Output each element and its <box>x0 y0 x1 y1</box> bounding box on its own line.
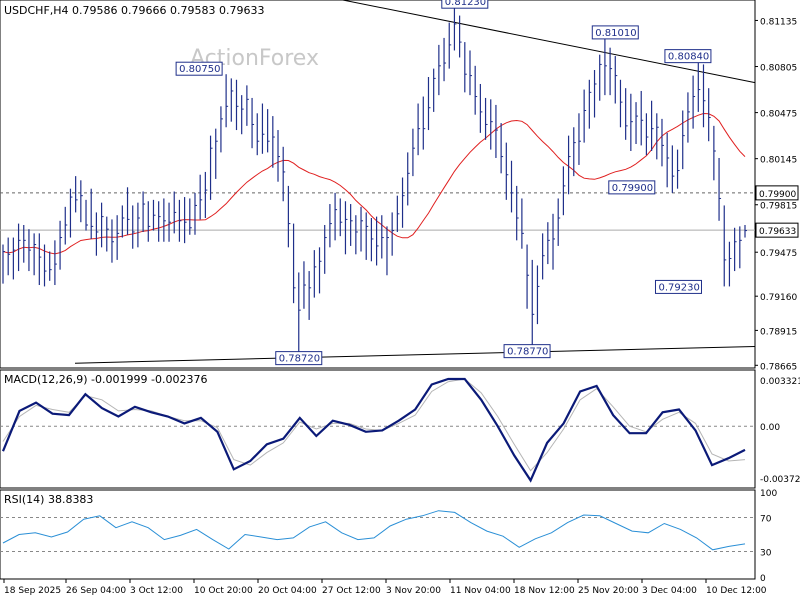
macd-panel-frame <box>0 369 756 489</box>
rsi-panel: RSI(14) 38.8383 100 70 30 0 <box>0 489 777 584</box>
price-tick-label: 0.80145 <box>760 156 797 166</box>
time-tick-label: 3 Nov 20:00 <box>386 586 441 596</box>
rsi-tick-label: 100 <box>760 489 777 499</box>
price-annotation-label: 0.80840 <box>668 52 709 63</box>
lower-trendline <box>74 345 756 364</box>
price-annotation-box <box>664 49 712 64</box>
price-tick-label: 0.78915 <box>760 327 797 337</box>
price-tick-label: 0.81135 <box>760 17 797 27</box>
current-price-tag-text: 0.79633 <box>759 227 796 237</box>
time-tick-label: 3 Dec 04:00 <box>642 586 697 596</box>
price-annotation-label: 0.79900 <box>612 183 653 194</box>
price-panel: USDCHF,H4 0.79586 0.79666 0.79583 0.7963… <box>0 0 799 372</box>
price-annotation-label: 0.78770 <box>507 347 548 358</box>
macd-lines <box>1 377 746 483</box>
time-axis: 18 Sep 2025 26 Sep 04:00 3 Oct 12:00 10 Oct… <box>3 579 767 596</box>
price-annotation-box <box>591 25 639 40</box>
current-price-tag <box>755 222 799 238</box>
macd-panel: MACD(12,26,9) -0.001999 -0.002376 0.0033… <box>0 369 800 489</box>
rsi-panel-frame <box>0 489 756 580</box>
time-tick-label: 11 Nov 04:00 <box>450 586 511 596</box>
price-annotation-box <box>608 180 656 195</box>
price-annotation-box <box>503 344 551 359</box>
price-panel-title: USDCHF,H4 0.79586 0.79666 0.79583 0.7963… <box>4 4 265 17</box>
price-annotation-label: 0.81010 <box>595 28 636 39</box>
price-tick-label: 0.79475 <box>760 249 797 259</box>
time-tick-label: 18 Sep 2025 <box>4 586 61 596</box>
rsi-tick-label: 70 <box>760 515 772 525</box>
price-annotation-box <box>441 0 489 9</box>
price-annotation-label: 0.81230 <box>445 0 486 8</box>
macd-panel-title: MACD(12,26,9) -0.001999 -0.002376 <box>4 373 207 386</box>
price-tick-label: 0.79815 <box>760 202 797 212</box>
rsi-axis: 100 70 30 0 <box>760 489 777 584</box>
price-tick-label: 0.80475 <box>760 110 797 120</box>
price-annotation-box <box>175 61 223 76</box>
upper-trendline <box>340 0 756 84</box>
price-annotations: 0.80750 0.78720 0.81230 0.78770 0.81010 0.808… <box>175 0 712 366</box>
price-axis: 0.81135 0.80805 0.80475 0.80145 0.79815 0.794… <box>755 17 799 372</box>
rsi-panel-title: RSI(14) 38.8383 <box>4 493 93 506</box>
price-annotation-box <box>654 279 702 294</box>
rsi-value-line <box>2 510 746 551</box>
trendlines <box>74 0 756 364</box>
rsi-line <box>2 510 746 551</box>
time-tick-label: 20 Oct 04:00 <box>258 586 317 596</box>
time-tick-label: 27 Oct 12:00 <box>322 586 381 596</box>
moving-average-line <box>2 112 746 255</box>
price-tick-label: 0.78665 <box>760 362 797 372</box>
time-tick-label: 3 Oct 12:00 <box>130 586 183 596</box>
macd-tick-label: -0.003723 <box>760 475 800 485</box>
time-tick-label: 10 Oct 20:00 <box>194 586 253 596</box>
time-tick-label: 26 Sep 04:00 <box>66 586 126 596</box>
level-price-tag-text: 0.79900 <box>759 190 796 200</box>
price-gridlines <box>0 192 755 231</box>
candles <box>2 7 747 358</box>
macd-axis: 0.003321 0.00 -0.003723 <box>760 377 800 485</box>
price-annotation-label: 0.80750 <box>179 64 220 75</box>
rsi-tick-label: 0 <box>760 574 766 584</box>
time-tick-label: 18 Nov 12:00 <box>514 586 575 596</box>
price-tick-label: 0.79160 <box>760 293 797 303</box>
macd-main-line <box>1 377 746 483</box>
moving-average <box>2 112 746 255</box>
macd-tick-label: 0.00 <box>760 423 780 433</box>
price-annotation-label: 0.78720 <box>279 354 320 365</box>
price-annotation-box <box>275 351 323 366</box>
macd-tick-label: 0.003321 <box>760 377 800 387</box>
price-tick-label: 0.80805 <box>760 64 797 74</box>
rsi-tick-label: 30 <box>760 549 772 559</box>
macd-signal-line <box>2 378 746 472</box>
price-annotation-label: 0.79230 <box>658 282 699 293</box>
time-tick-label: 10 Dec 12:00 <box>706 586 767 596</box>
level-price-tag <box>755 185 799 201</box>
time-tick-label: 25 Nov 20:00 <box>578 586 639 596</box>
